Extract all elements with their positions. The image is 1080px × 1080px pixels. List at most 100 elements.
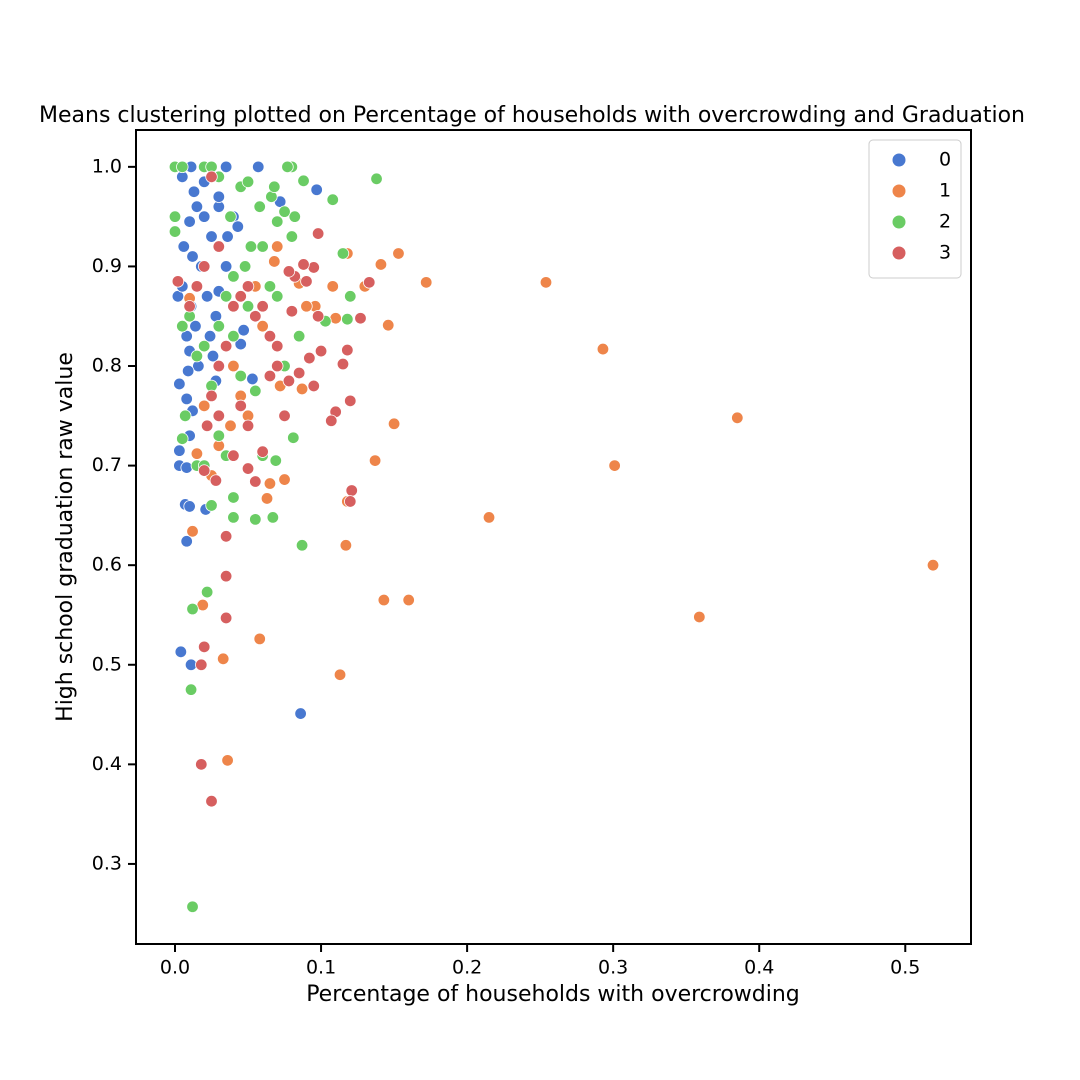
y-tick-label: 0.7: [92, 454, 122, 476]
point: [183, 300, 196, 313]
point: [206, 349, 220, 363]
point: [314, 344, 328, 358]
point: [189, 319, 202, 333]
point: [212, 359, 226, 373]
point: [212, 240, 226, 253]
point: [174, 645, 188, 659]
point: [368, 454, 382, 467]
point: [344, 290, 357, 303]
point: [241, 300, 255, 313]
point: [281, 160, 294, 174]
point: [341, 313, 354, 326]
point: [256, 319, 269, 333]
y-tick-label: 0.6: [92, 554, 122, 576]
point: [256, 300, 269, 313]
point: [325, 414, 338, 427]
point: [195, 758, 208, 771]
point: [278, 205, 291, 218]
point: [263, 477, 277, 490]
point: [231, 220, 245, 233]
point: [212, 409, 226, 423]
point: [295, 539, 309, 552]
legend-label: 3: [939, 242, 951, 264]
point: [209, 474, 223, 487]
point: [271, 290, 284, 303]
point: [205, 794, 218, 808]
point: [693, 610, 706, 624]
point: [234, 337, 247, 351]
point: [224, 419, 237, 432]
y-tick-label: 0.5: [92, 653, 122, 675]
y-tick-label: 0.4: [92, 753, 122, 775]
point: [198, 260, 211, 273]
point: [212, 190, 226, 203]
point: [227, 449, 240, 462]
point: [344, 394, 357, 408]
legend-label: 0: [939, 149, 951, 171]
point: [186, 602, 199, 616]
point: [198, 210, 211, 223]
point: [238, 260, 252, 273]
point: [252, 160, 265, 174]
x-tick-label: 0.3: [598, 957, 628, 979]
point: [269, 454, 282, 467]
point: [297, 258, 310, 271]
legend-marker: [891, 214, 907, 230]
legend-marker: [891, 245, 907, 261]
point: [307, 379, 320, 393]
point: [241, 462, 255, 475]
legend-label: 2: [939, 211, 951, 233]
point: [168, 225, 182, 238]
point: [249, 513, 262, 526]
point: [256, 240, 269, 253]
point: [278, 409, 291, 423]
point: [292, 329, 306, 343]
point: [345, 484, 358, 497]
point: [241, 280, 255, 293]
point: [190, 280, 204, 293]
point: [336, 247, 350, 260]
point: [186, 900, 199, 913]
point: [263, 369, 277, 383]
point: [253, 632, 266, 646]
point: [186, 525, 199, 538]
point: [234, 290, 247, 303]
point: [227, 300, 240, 313]
point: [190, 349, 204, 363]
legend-box: [868, 139, 962, 279]
point: [363, 276, 376, 289]
point: [300, 275, 313, 288]
point: [300, 300, 313, 313]
point: [344, 495, 357, 508]
point: [268, 255, 281, 268]
point: [183, 500, 196, 513]
point: [203, 329, 217, 343]
point: [176, 160, 189, 174]
point: [227, 359, 240, 373]
point: [253, 200, 266, 213]
point: [282, 265, 296, 278]
point: [241, 175, 255, 188]
x-tick-label: 0.1: [306, 957, 336, 979]
point: [310, 183, 323, 196]
point: [179, 409, 192, 423]
point: [271, 240, 284, 253]
point: [224, 210, 237, 223]
point: [287, 431, 300, 444]
point: [205, 389, 218, 403]
point: [374, 258, 388, 271]
point: [195, 658, 208, 671]
legend-label: 1: [939, 180, 951, 202]
point: [382, 318, 395, 332]
point: [227, 270, 240, 283]
point: [205, 499, 218, 512]
point: [198, 464, 211, 477]
point: [326, 280, 339, 293]
x-tick-label: 0.5: [890, 957, 920, 979]
y-tick-label: 0.9: [92, 255, 122, 277]
point: [219, 160, 233, 174]
point: [221, 754, 234, 767]
point: [266, 511, 280, 524]
point: [326, 193, 339, 206]
